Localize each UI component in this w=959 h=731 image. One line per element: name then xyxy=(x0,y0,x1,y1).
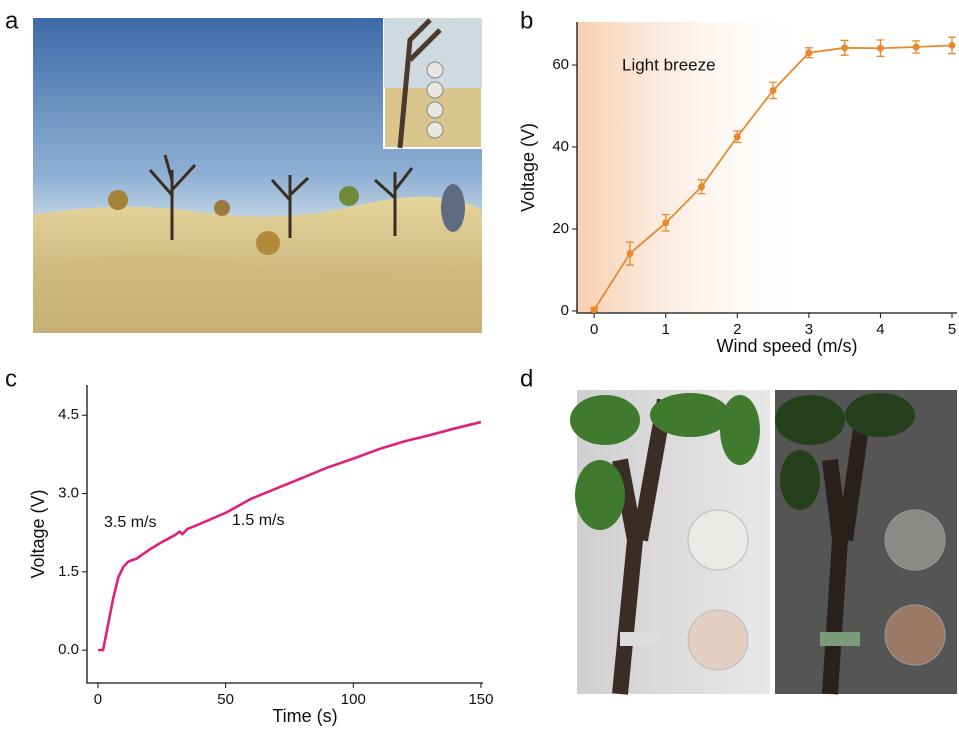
y-tick-label: 0 xyxy=(561,302,569,319)
x-axis-label: Wind speed (m/s) xyxy=(716,336,857,356)
y-tick-label: 4.5 xyxy=(58,406,79,423)
x-tick-label: 100 xyxy=(341,691,366,708)
data-point xyxy=(662,219,669,226)
x-tick-label: 150 xyxy=(468,691,493,708)
x-tick-label: 4 xyxy=(876,321,884,338)
photos xyxy=(570,390,957,694)
data-point xyxy=(877,45,884,52)
x-tick-label: 1 xyxy=(662,321,670,338)
panel-label: b xyxy=(520,7,533,34)
y-tick-label: 1.5 xyxy=(58,563,79,580)
x-tick-label: 0 xyxy=(590,321,598,338)
y-axis-label: Voltage (V) xyxy=(518,123,538,212)
y-tick-label: 60 xyxy=(552,56,569,73)
annotation: 1.5 m/s xyxy=(232,512,284,529)
annotation: 3.5 m/s xyxy=(104,514,156,531)
data-point xyxy=(626,250,633,257)
data-point xyxy=(770,87,777,94)
y-tick-label: 0.0 xyxy=(58,641,79,658)
axes xyxy=(87,385,483,683)
y-axis-label: Voltage (V) xyxy=(28,489,48,578)
data-point xyxy=(805,49,812,56)
x-axis-label: Time (s) xyxy=(272,706,337,726)
data-point xyxy=(734,133,741,140)
y-tick-label: 3.0 xyxy=(58,485,79,502)
y-tick-label: 20 xyxy=(552,220,569,237)
data-line xyxy=(98,422,481,650)
data-point xyxy=(913,44,920,51)
x-tick-label: 50 xyxy=(217,691,234,708)
panel-label: d xyxy=(520,365,533,392)
y-tick-label: 40 xyxy=(552,138,569,155)
data-point xyxy=(841,44,848,51)
panel-label: c xyxy=(5,365,17,392)
figure: a b c d 0123450204060Wind speed (m/s)Vol… xyxy=(0,0,959,726)
annotation: Light breeze xyxy=(622,55,716,74)
x-tick-label: 5 xyxy=(948,321,956,338)
data-point xyxy=(698,183,705,190)
x-tick-label: 0 xyxy=(94,691,102,708)
data-point xyxy=(591,306,598,313)
panel-label: a xyxy=(5,7,19,34)
desert-illustration xyxy=(33,18,482,333)
data-point xyxy=(948,42,955,49)
